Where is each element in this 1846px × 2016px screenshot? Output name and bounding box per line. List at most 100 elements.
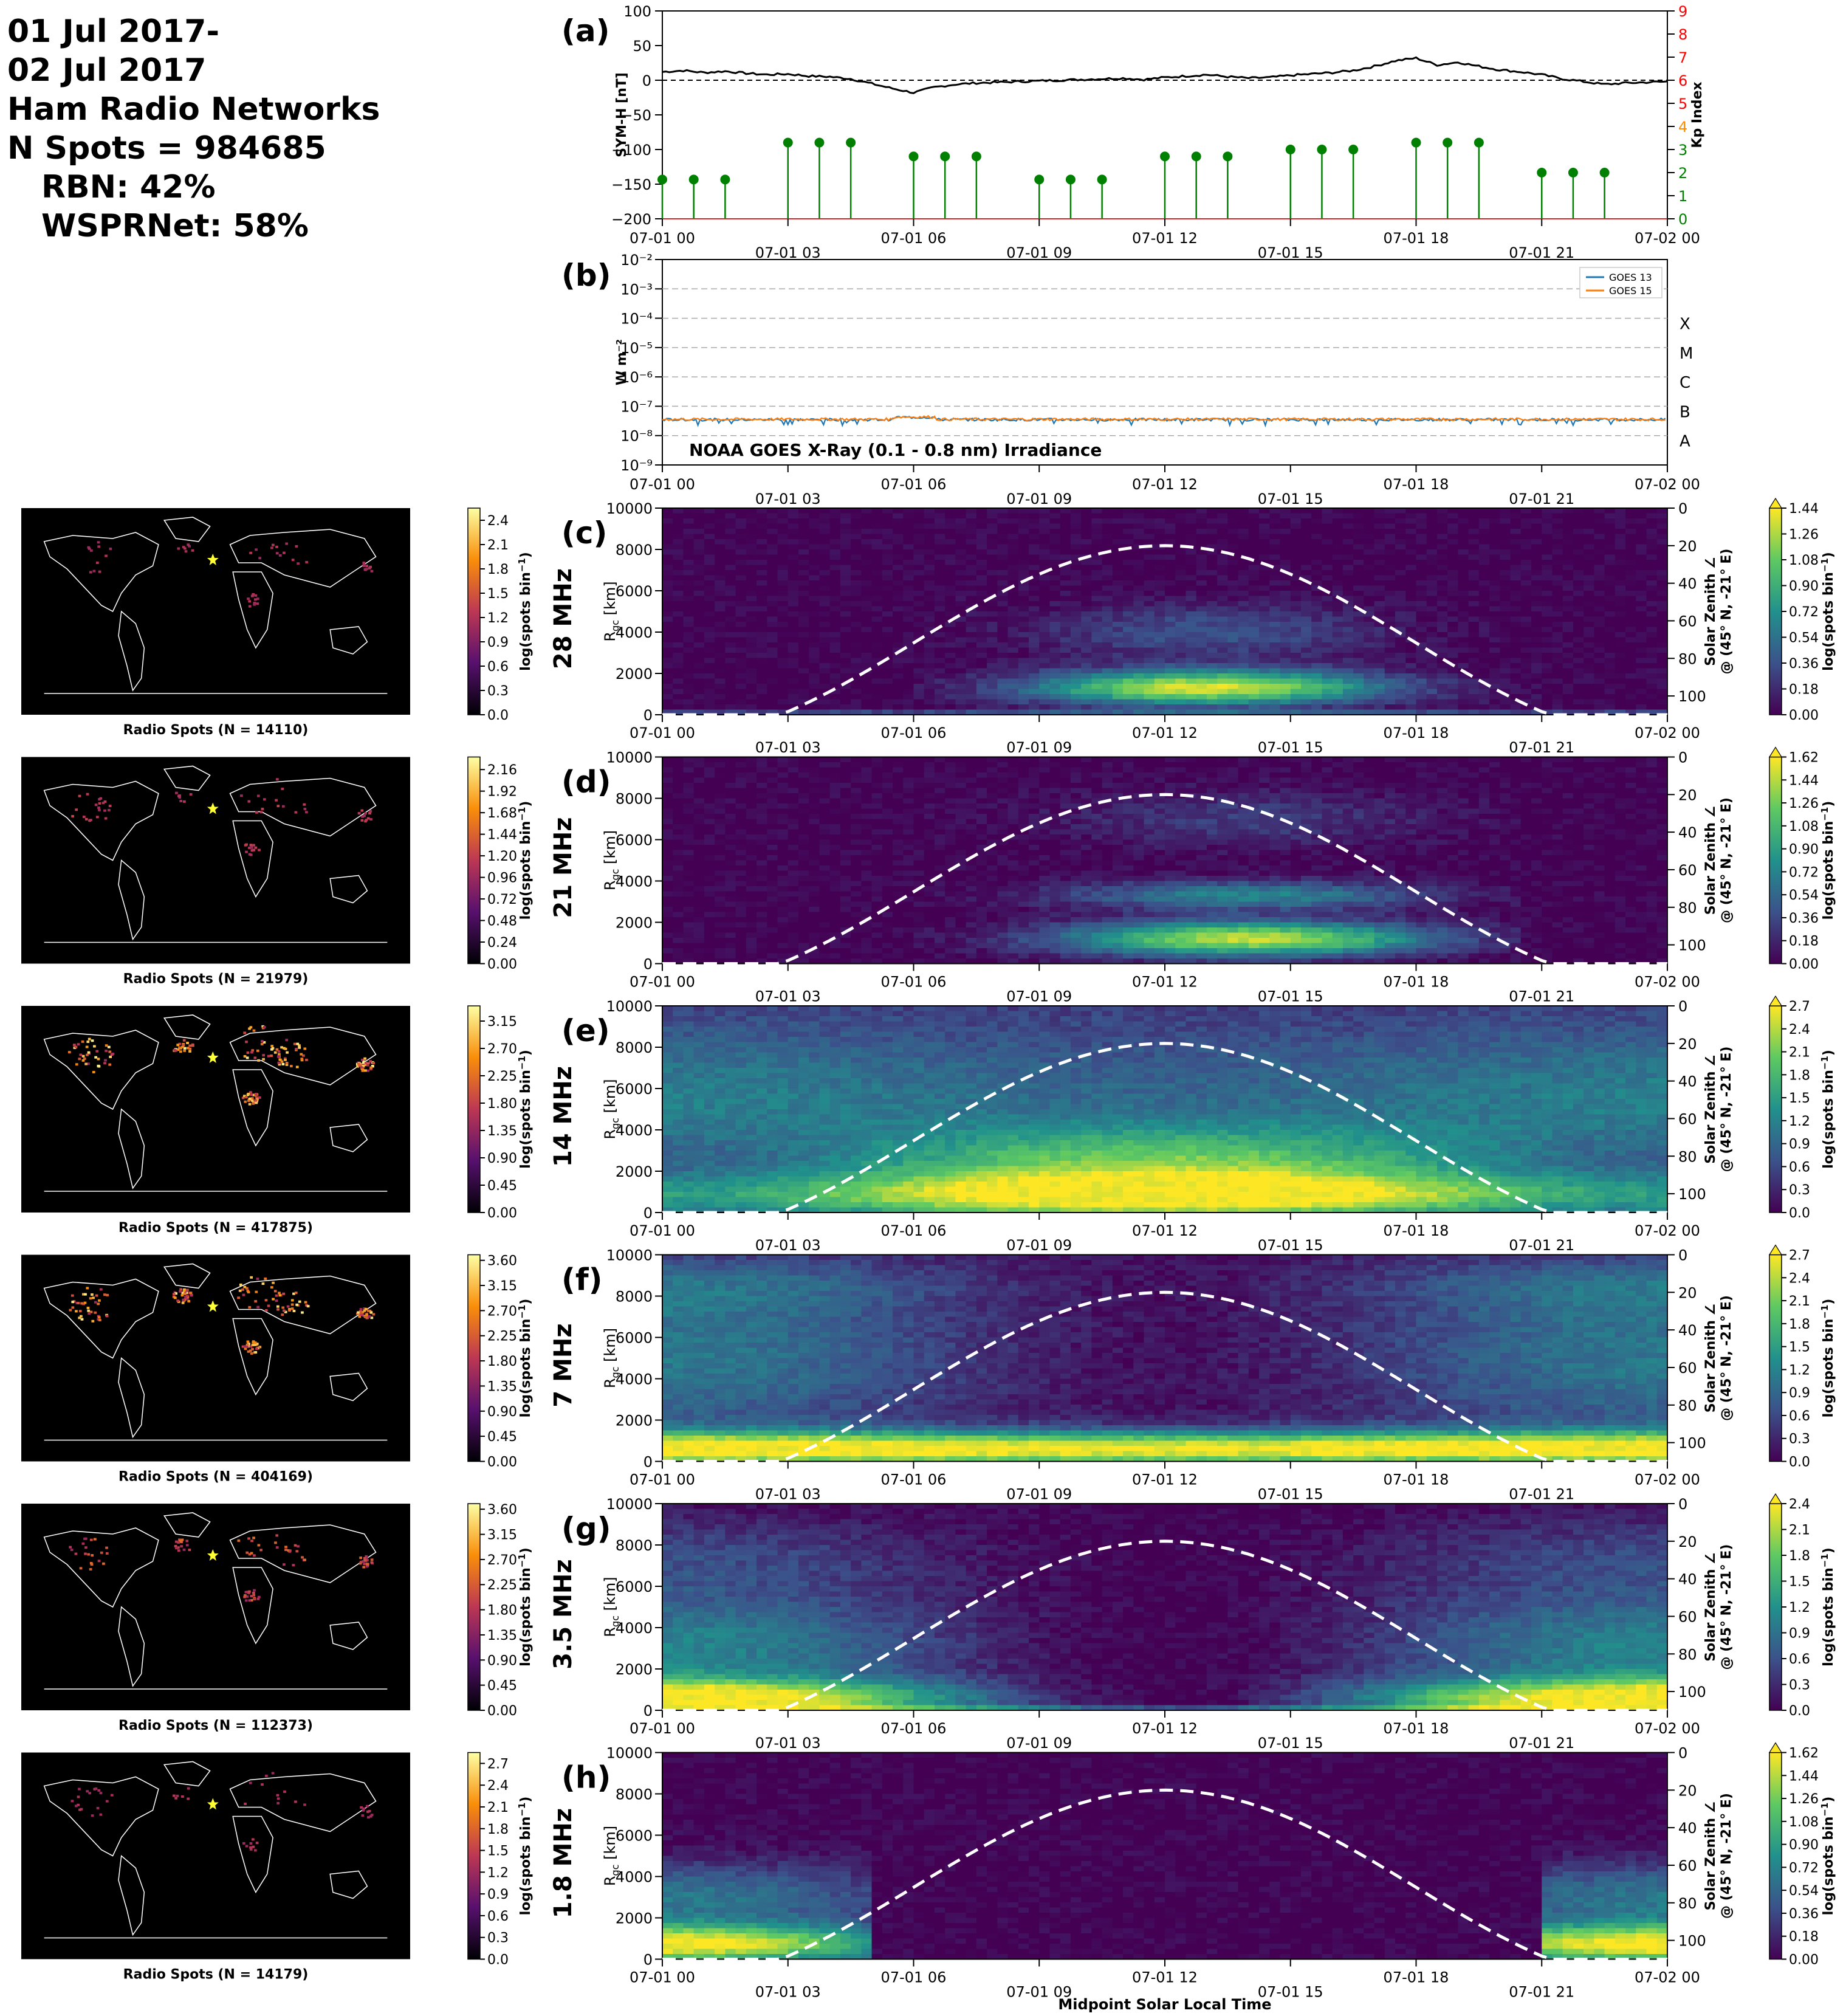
- legend-entry: GOES 15: [1609, 285, 1652, 297]
- heatmap-cell: [1636, 673, 1647, 679]
- heatmap-cell: [1280, 663, 1291, 669]
- heatmap-cell: [704, 684, 715, 689]
- heatmap-cell: [673, 917, 684, 923]
- heatmap-cell: [1113, 508, 1124, 514]
- heatmap-cell: [1029, 601, 1040, 607]
- heatmap-cell: [1322, 632, 1333, 638]
- heatmap-cell: [1280, 673, 1291, 679]
- heatmap-cell: [966, 534, 977, 540]
- heatmap-cell: [1521, 545, 1532, 550]
- heatmap-cell: [830, 529, 841, 534]
- heatmap-cell: [1291, 632, 1302, 638]
- x-tick-label: 07-01 00: [630, 476, 695, 493]
- heatmap-cell: [1542, 700, 1553, 705]
- heatmap-cell: [736, 669, 747, 674]
- heatmap-cell: [1521, 580, 1532, 586]
- heatmap-cell: [903, 524, 914, 529]
- heatmap-cell: [746, 700, 757, 705]
- heatmap-cell: [1447, 508, 1458, 514]
- heatmap-cell: [966, 694, 977, 700]
- heatmap-cell: [1238, 679, 1249, 684]
- heatmap-cell: [1333, 658, 1343, 664]
- spot-marker: [368, 567, 371, 569]
- heatmap-cell: [945, 673, 956, 679]
- heatmap-cell: [1238, 545, 1249, 550]
- heatmap-cell: [987, 576, 998, 581]
- heatmap-cell: [1636, 565, 1647, 571]
- heatmap-cell: [694, 783, 705, 788]
- heatmap-cell: [1071, 534, 1082, 540]
- heatmap-cell: [1081, 514, 1092, 519]
- heatmap-cell: [673, 591, 684, 596]
- rgc-heatmap: [662, 757, 1668, 965]
- heatmap-cell: [914, 518, 925, 524]
- heatmap-cell: [840, 545, 851, 550]
- heatmap-cell: [1374, 596, 1385, 602]
- heatmap-cell: [840, 902, 851, 907]
- heatmap-cell: [798, 881, 809, 887]
- heatmap-cell: [1521, 514, 1532, 519]
- heatmap-cell: [1113, 700, 1124, 705]
- heatmap-cell: [1552, 669, 1563, 674]
- heatmap-cell: [1081, 565, 1092, 571]
- heatmap-cell: [736, 529, 747, 534]
- heatmap-cell: [1458, 580, 1469, 586]
- heatmap-cell: [662, 954, 673, 959]
- heatmap-cell: [1091, 539, 1102, 545]
- heatmap-cell: [819, 923, 830, 928]
- spot-marker: [177, 548, 180, 550]
- heatmap-cell: [683, 778, 694, 783]
- heatmap-cell: [725, 596, 736, 602]
- heatmap-cell: [987, 653, 998, 658]
- heatmap-cell: [945, 679, 956, 684]
- heatmap-cell: [757, 570, 767, 576]
- heatmap-cell: [1584, 545, 1594, 550]
- heatmap-cell: [1458, 611, 1469, 617]
- heatmap-cell: [1049, 663, 1060, 669]
- heatmap-cell: [1175, 539, 1186, 545]
- heatmap-cell: [1657, 653, 1668, 658]
- heatmap-cell: [1385, 669, 1396, 674]
- heatmap-cell: [662, 886, 673, 892]
- heatmap-cell: [798, 586, 809, 591]
- heatmap-cell: [704, 529, 715, 534]
- heatmap-cell: [715, 653, 726, 658]
- heatmap-cell: [976, 570, 987, 576]
- heatmap-cell: [1427, 669, 1438, 674]
- heatmap-cell: [893, 580, 904, 586]
- heatmap-cell: [662, 658, 673, 664]
- heatmap-cell: [767, 876, 778, 881]
- heatmap-cell: [1489, 560, 1500, 565]
- heatmap-cell: [851, 545, 862, 550]
- heatmap-cell: [1427, 508, 1438, 514]
- heatmap-cell: [1029, 555, 1040, 560]
- heatmap-cell: [715, 632, 726, 638]
- heatmap-cell: [1008, 642, 1019, 648]
- heatmap-cell: [966, 653, 977, 658]
- heatmap-cell: [830, 549, 841, 555]
- heatmap-cell: [788, 933, 799, 938]
- cbar-tick-label: 2.16: [487, 763, 517, 778]
- heatmap-cell: [882, 663, 893, 669]
- heatmap-cell: [778, 783, 789, 788]
- heatmap-cell: [1405, 673, 1416, 679]
- heatmap-cell: [746, 539, 757, 545]
- heatmap-cell: [788, 850, 799, 856]
- heatmap-cell: [861, 622, 872, 627]
- heatmap-cell: [1280, 642, 1291, 648]
- heatmap-cell: [1175, 669, 1186, 674]
- heatmap-cell: [1322, 565, 1333, 571]
- heatmap-cell: [767, 580, 778, 586]
- heatmap-cell: [1165, 591, 1176, 596]
- heatmap-cell: [757, 611, 767, 617]
- spot-marker: [245, 844, 248, 846]
- heatmap-cell: [840, 938, 851, 943]
- heatmap-cell: [914, 689, 925, 695]
- heatmap-cell: [1102, 673, 1113, 679]
- heatmap-cell: [840, 534, 851, 540]
- heatmap-cell: [1039, 539, 1050, 545]
- heatmap-cell: [1511, 653, 1522, 658]
- heatmap-cell: [1091, 679, 1102, 684]
- heatmap-cell: [704, 768, 715, 773]
- heatmap-cell: [798, 570, 809, 576]
